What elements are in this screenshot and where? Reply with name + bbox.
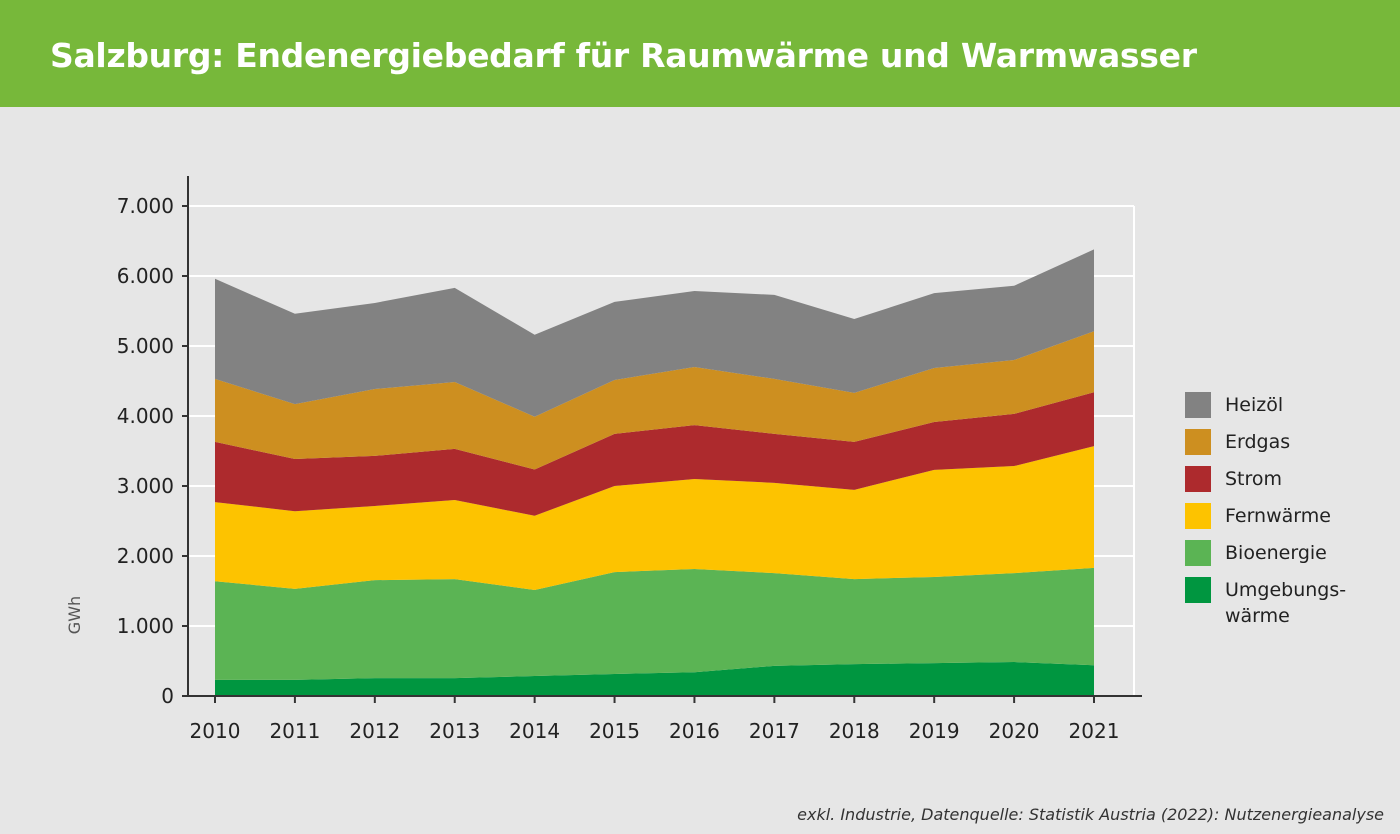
y-axis-label: GWh: [65, 596, 84, 634]
y-tick-label: 6.000: [117, 264, 174, 288]
x-tick-label: 2021: [1069, 719, 1120, 743]
legend-swatch: [1185, 503, 1211, 529]
x-tick-label: 2011: [269, 719, 320, 743]
legend-item: Umgebungs- wärme: [1185, 577, 1346, 627]
y-tick-label: 0: [161, 684, 174, 708]
y-tick-label: 4.000: [117, 404, 174, 428]
x-tick-label: 2019: [909, 719, 960, 743]
y-tick-label: 2.000: [117, 544, 174, 568]
area-heizöl: [215, 249, 1094, 417]
x-tick-label: 2018: [829, 719, 880, 743]
x-tick-label: 2017: [749, 719, 800, 743]
legend-label: Strom: [1225, 468, 1283, 490]
area-fernwärme: [215, 446, 1094, 590]
legend-item: Erdgas: [1185, 429, 1346, 466]
legend-swatch: [1185, 466, 1211, 492]
legend-swatch: [1185, 540, 1211, 566]
source-note: exkl. Industrie, Datenquelle: Statistik …: [797, 805, 1384, 824]
area-bioenergie: [215, 567, 1094, 680]
header-bar: Salzburg: Endenergiebedarf für Raumwärme…: [0, 0, 1400, 107]
x-tick-label: 2010: [190, 719, 241, 743]
x-tick-label: 2012: [349, 719, 400, 743]
x-tick-label: 2020: [989, 719, 1040, 743]
area-umgebungswärme: [215, 662, 1094, 696]
legend-item: Heizöl: [1185, 392, 1346, 429]
x-tick-label: 2013: [429, 719, 480, 743]
y-tick-label: 3.000: [117, 474, 174, 498]
area-strom: [215, 392, 1094, 516]
y-tick-label: 1.000: [117, 614, 174, 638]
legend-item: Fernwärme: [1185, 503, 1346, 540]
legend-label: Erdgas: [1225, 431, 1291, 453]
x-tick-label: 2016: [669, 719, 720, 743]
legend-swatch: [1185, 392, 1211, 418]
legend-item: Bioenergie: [1185, 540, 1346, 577]
legend-label: Heizöl: [1225, 394, 1284, 416]
legend-label: Fernwärme: [1225, 505, 1331, 527]
chart-title: Salzburg: Endenergiebedarf für Raumwärme…: [50, 36, 1197, 75]
legend-swatch: [1185, 429, 1211, 455]
legend-swatch: [1185, 577, 1211, 603]
x-tick-label: 2015: [589, 719, 640, 743]
y-tick-label: 7.000: [117, 194, 174, 218]
legend-item: Strom: [1185, 466, 1346, 503]
y-tick-label: 5.000: [117, 334, 174, 358]
legend: Heizöl Erdgas Strom Fernwärme Bioenergie Umge…: [1185, 392, 1346, 627]
legend-label: Umgebungs- wärme: [1225, 579, 1347, 627]
x-tick-label: 2014: [509, 719, 560, 743]
area-erdgas: [215, 331, 1094, 470]
legend-label: Bioenergie: [1225, 542, 1327, 564]
